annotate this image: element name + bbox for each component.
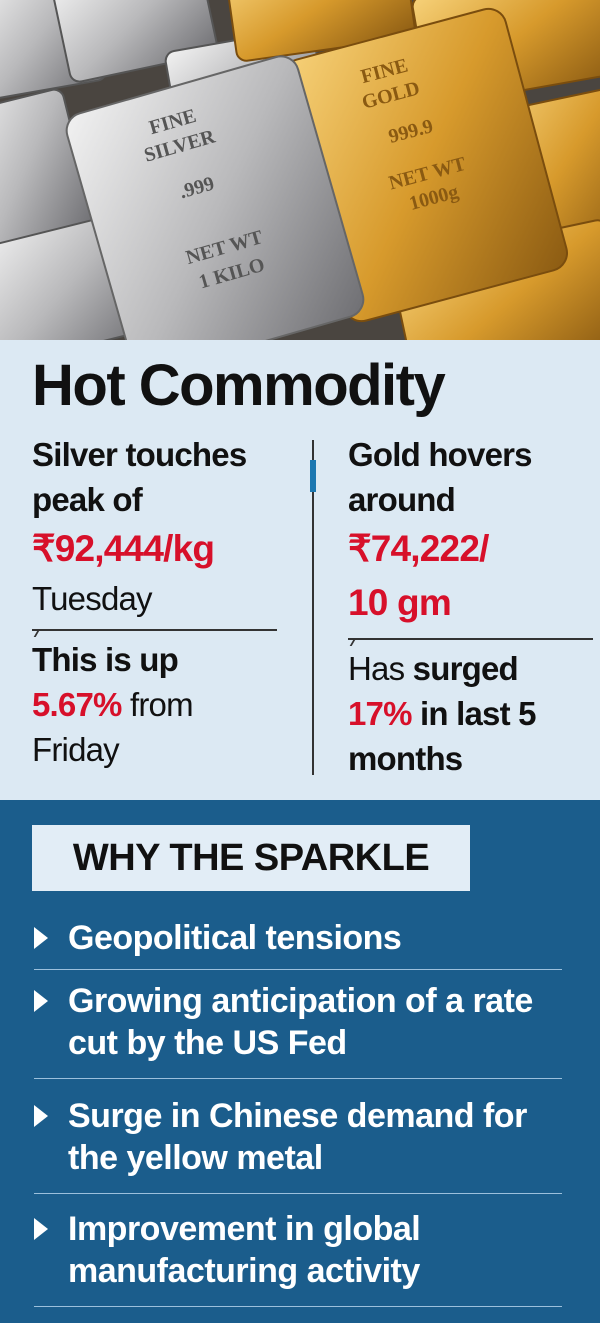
silver-change: 5.67% bbox=[32, 686, 122, 723]
gold-change: 17% bbox=[348, 695, 412, 732]
divider-marker bbox=[310, 460, 316, 492]
item-rule bbox=[34, 1193, 562, 1194]
gold-column: Gold hovers around ₹74,222/ 10 gm Has su… bbox=[348, 432, 593, 781]
item-rule bbox=[34, 969, 562, 970]
gold-change-rest: in last 5 months bbox=[348, 695, 537, 777]
gold-change-line: Has surged bbox=[348, 646, 583, 691]
gold-change-line: 17% in last 5 months bbox=[348, 691, 583, 781]
silver-change-line: 5.67% from bbox=[32, 682, 292, 727]
separator bbox=[32, 629, 277, 631]
silver-price: ₹92,444/kg bbox=[32, 528, 215, 569]
why-item: Growing anticipation of a rate cut by th… bbox=[68, 982, 533, 1062]
item-rule bbox=[34, 1306, 562, 1307]
silver-change-day: Friday bbox=[32, 731, 120, 768]
why-item: Surge in Chinese demand for the yellow m… bbox=[68, 1097, 527, 1177]
why-section: WHY THE SPARKLE Geopolitical tensions Gro… bbox=[0, 800, 600, 1323]
gold-price-line: 10 gm bbox=[348, 582, 452, 623]
metal-bars-image: FINE SILVER .999 NET WT 1 KILO FINE GOLD… bbox=[0, 0, 600, 340]
silver-day: Tuesday bbox=[32, 580, 153, 617]
bullet bbox=[34, 927, 48, 949]
silver-column: Silver touches peak of ₹92,444/kg Tuesda… bbox=[32, 432, 292, 772]
bullet bbox=[34, 1105, 48, 1127]
title: Hot Commodity bbox=[32, 353, 446, 418]
bullet bbox=[34, 990, 48, 1012]
silver-change-intro: This is up bbox=[32, 641, 179, 678]
separator bbox=[348, 638, 593, 640]
item-rule bbox=[34, 1078, 562, 1079]
gold-change-verb: surged bbox=[412, 650, 519, 687]
why-heading: WHY THE SPARKLE bbox=[32, 825, 470, 891]
silver-change-rest: from bbox=[129, 686, 194, 723]
divider bbox=[312, 440, 314, 775]
bullet bbox=[34, 1218, 48, 1240]
gold-intro: Gold hovers around bbox=[348, 436, 533, 518]
gold-change-intro: Has bbox=[348, 650, 405, 687]
gold-price-line: ₹74,222/ bbox=[348, 528, 489, 569]
why-item: Improvement in global manufacturing acti… bbox=[68, 1210, 421, 1290]
silver-intro: Silver touches peak of bbox=[32, 436, 247, 518]
why-item: Geopolitical tensions bbox=[68, 919, 402, 957]
